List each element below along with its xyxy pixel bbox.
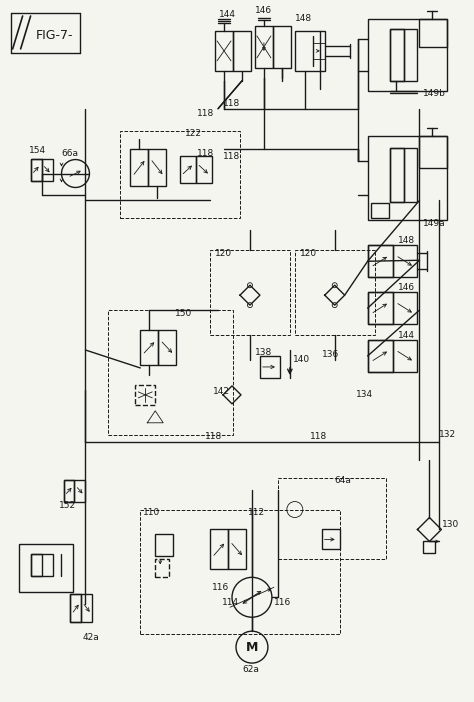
Bar — [368, 292, 418, 324]
Text: 144: 144 — [398, 331, 415, 340]
Text: 146: 146 — [255, 6, 272, 15]
Bar — [158, 330, 176, 365]
Text: 114: 114 — [222, 598, 239, 607]
Text: 134: 134 — [356, 390, 373, 399]
Bar — [390, 29, 403, 81]
Bar — [64, 479, 74, 501]
Bar — [210, 529, 228, 569]
Bar — [148, 149, 166, 187]
Text: 149b: 149b — [423, 89, 447, 98]
Text: 118: 118 — [205, 432, 222, 442]
Text: 66a: 66a — [62, 149, 79, 158]
Bar — [140, 510, 340, 634]
Bar — [419, 135, 447, 168]
Bar — [180, 156, 196, 183]
Bar — [368, 19, 447, 91]
Text: 64a: 64a — [335, 476, 352, 485]
Text: 148: 148 — [398, 236, 415, 245]
Bar — [233, 31, 251, 71]
Bar — [215, 31, 233, 71]
Text: 120: 120 — [215, 249, 232, 258]
Bar — [390, 29, 418, 81]
Text: 149a: 149a — [423, 219, 446, 228]
Text: 150: 150 — [175, 309, 192, 317]
Bar — [390, 147, 403, 202]
Bar — [273, 26, 291, 68]
Bar — [368, 340, 418, 372]
Bar — [295, 251, 374, 335]
Bar — [255, 26, 273, 68]
Text: 120: 120 — [300, 249, 317, 258]
Text: 118: 118 — [197, 149, 214, 158]
Bar — [368, 135, 447, 220]
Bar — [120, 131, 240, 218]
Text: 140: 140 — [293, 355, 310, 364]
Bar — [109, 310, 233, 435]
Bar — [135, 385, 155, 405]
Text: 136: 136 — [322, 350, 339, 359]
Bar — [31, 555, 42, 576]
Text: 110: 110 — [143, 508, 161, 517]
Text: 118: 118 — [223, 99, 240, 108]
Bar — [71, 595, 82, 622]
Bar — [260, 356, 280, 378]
Text: 118: 118 — [197, 110, 214, 118]
Text: 152: 152 — [58, 501, 76, 510]
Bar — [371, 204, 389, 218]
Bar — [423, 541, 436, 553]
Bar — [196, 156, 212, 183]
Bar — [368, 292, 392, 324]
Text: 132: 132 — [439, 430, 456, 439]
Text: 146: 146 — [398, 283, 415, 292]
Text: 62a: 62a — [242, 665, 259, 673]
Bar — [31, 159, 53, 180]
Text: 148: 148 — [295, 15, 312, 23]
Bar — [31, 159, 42, 180]
Bar — [368, 340, 392, 372]
Bar — [322, 529, 340, 550]
Bar — [140, 330, 158, 365]
Text: 112: 112 — [248, 508, 265, 517]
Bar — [368, 245, 418, 277]
Bar — [64, 479, 85, 501]
Text: 122: 122 — [185, 129, 202, 138]
Text: 144: 144 — [219, 11, 236, 20]
Bar — [228, 529, 246, 569]
Bar — [31, 555, 53, 576]
Text: 42a: 42a — [82, 633, 99, 642]
Text: 130: 130 — [442, 520, 460, 529]
Text: 138: 138 — [255, 348, 272, 357]
Text: FIG-7-: FIG-7- — [36, 29, 73, 42]
Text: 154: 154 — [28, 146, 46, 155]
Text: 116: 116 — [212, 583, 229, 592]
Bar — [71, 595, 92, 622]
Text: 116: 116 — [274, 598, 291, 607]
Bar — [419, 19, 447, 47]
Bar — [130, 149, 148, 187]
Bar — [278, 477, 385, 559]
Bar — [313, 43, 325, 59]
Text: 118: 118 — [223, 152, 240, 161]
Bar — [295, 31, 325, 71]
Bar — [390, 147, 418, 202]
Text: M: M — [246, 641, 258, 654]
Bar — [18, 545, 73, 592]
Bar — [210, 251, 290, 335]
Text: 118: 118 — [310, 432, 327, 442]
Bar — [155, 559, 169, 577]
Text: 142: 142 — [213, 388, 230, 397]
Bar — [368, 245, 392, 277]
Bar — [155, 534, 173, 557]
